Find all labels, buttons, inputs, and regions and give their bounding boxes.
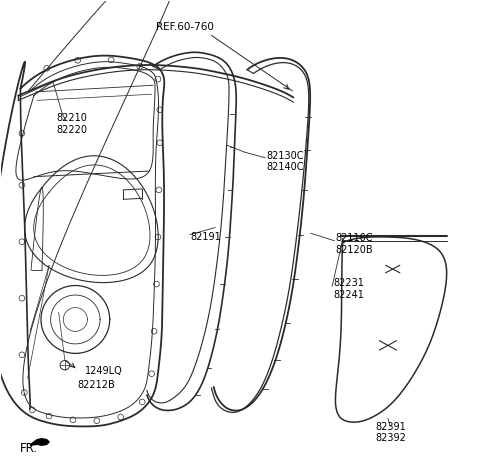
Text: 82212B: 82212B <box>78 381 116 391</box>
Text: 82130C
82140C: 82130C 82140C <box>266 151 304 173</box>
Text: 82110C
82120B: 82110C 82120B <box>336 233 373 255</box>
Text: REF.60-760: REF.60-760 <box>156 22 214 32</box>
Text: 82391
82392: 82391 82392 <box>375 422 406 443</box>
Text: 82231
82241: 82231 82241 <box>333 278 364 300</box>
Polygon shape <box>30 438 49 445</box>
Text: 82210
82220: 82210 82220 <box>56 113 87 135</box>
Text: FR.: FR. <box>20 442 37 455</box>
Text: 82191: 82191 <box>190 232 221 242</box>
Text: 1249LQ: 1249LQ <box>85 366 123 376</box>
